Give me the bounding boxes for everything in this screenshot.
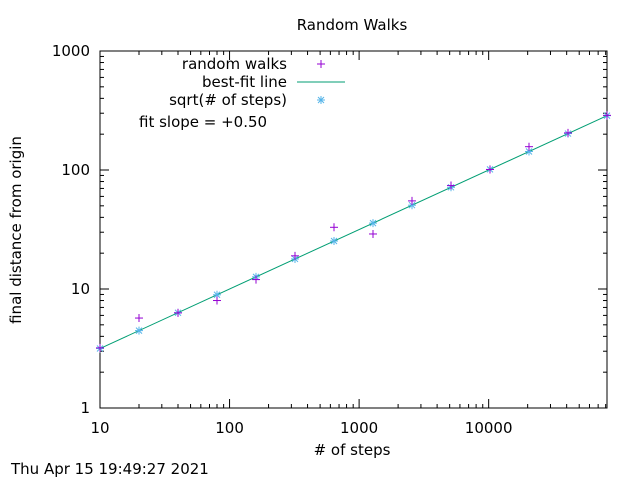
random-walk-point bbox=[447, 181, 455, 190]
x-tick-label: 1000 bbox=[340, 419, 378, 437]
random-walk-point bbox=[486, 165, 494, 174]
random-walk-point bbox=[291, 251, 299, 260]
legend-label: best-fit line bbox=[202, 73, 287, 91]
sqrt-point bbox=[330, 237, 338, 246]
random-walk-point bbox=[330, 223, 338, 232]
y-axis-label: final distance from origin bbox=[7, 136, 25, 324]
random-walk-point bbox=[408, 196, 416, 205]
y-tick-label: 1000 bbox=[52, 42, 90, 60]
x-tick-label: 10 bbox=[90, 419, 109, 437]
chart-title: Random Walks bbox=[297, 16, 408, 34]
legend-label: random walks bbox=[182, 55, 287, 73]
y-tick-label: 100 bbox=[61, 161, 90, 179]
fit-slope-annotation: fit slope = +0.50 bbox=[139, 113, 267, 131]
data-marks bbox=[96, 111, 611, 353]
sqrt-point bbox=[135, 326, 143, 335]
legend-swatch-random-walks bbox=[317, 60, 325, 68]
random-walk-point bbox=[252, 275, 260, 284]
best-fit-line bbox=[99, 115, 608, 349]
timestamp: Thu Apr 15 19:49:27 2021 bbox=[11, 460, 209, 478]
random-walk-point bbox=[564, 128, 572, 137]
sqrt-point bbox=[408, 201, 416, 210]
y-tick-label: 1 bbox=[80, 399, 90, 417]
random-walk-point bbox=[525, 142, 533, 151]
random-walk-point bbox=[369, 229, 377, 238]
x-tick-label: 10000 bbox=[465, 419, 513, 437]
random-walk-point bbox=[135, 314, 143, 323]
x-tick-label: 100 bbox=[215, 419, 244, 437]
random-walk-point bbox=[174, 308, 182, 317]
legend-label: sqrt(# of steps) bbox=[169, 91, 287, 109]
best-fit-layer bbox=[99, 115, 608, 349]
x-axis-label: # of steps bbox=[314, 441, 391, 459]
random-walk-point bbox=[603, 111, 611, 120]
sqrt-point bbox=[369, 219, 377, 228]
legend-swatch-sqrt bbox=[317, 96, 325, 104]
y-tick-label: 10 bbox=[71, 280, 90, 298]
random-walk-point bbox=[213, 296, 221, 305]
random-walk-point bbox=[96, 343, 104, 352]
